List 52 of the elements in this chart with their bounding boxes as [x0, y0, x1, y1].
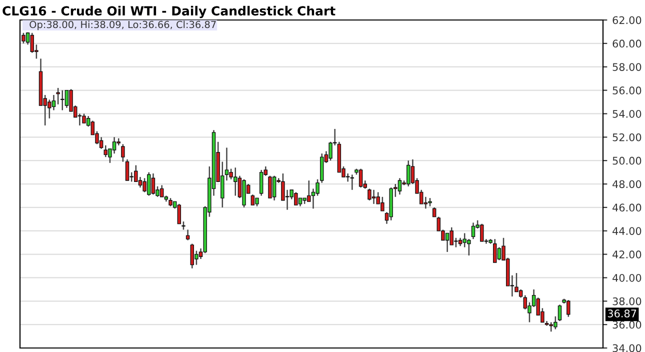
candlestick	[82, 113, 86, 124]
annotation: Op:38.00, Hi:38.09, Lo:36.66, Cl:36.87	[30, 20, 216, 30]
candlestick	[125, 158, 130, 182]
chart-title: CLG16 - Crude Oil WTI - Daily Candlestick Chart	[2, 6, 336, 18]
candlestick	[186, 229, 190, 241]
y-tick-label: 42.00	[612, 250, 642, 258]
candlestick	[424, 196, 428, 210]
candlestick	[268, 175, 272, 199]
y-tick-label: 56.00	[612, 86, 642, 94]
y-tick-label: 40.00	[612, 274, 642, 282]
candlestick	[177, 203, 182, 224]
candlestick	[358, 168, 363, 188]
candlestick	[320, 152, 324, 184]
candlestick	[56, 87, 60, 105]
candlestick	[523, 294, 528, 310]
candlestick	[372, 189, 376, 205]
candlestick	[52, 94, 56, 111]
candlestick	[99, 136, 104, 150]
candlestick	[151, 172, 156, 196]
y-tick-label: 36.00	[612, 320, 642, 329]
text: 36.87	[608, 310, 636, 318]
y-tick-label: 52.00	[612, 133, 642, 142]
candlestick	[250, 194, 255, 206]
y-tick-label: 58.00	[612, 63, 642, 71]
candlestick	[445, 232, 450, 253]
candlestick	[142, 178, 146, 193]
candlestick	[558, 304, 562, 322]
candlestick	[368, 188, 372, 202]
candlestick	[432, 206, 436, 218]
candlestick	[60, 90, 64, 111]
candlestick	[493, 238, 497, 264]
y-tick-label: 60.00	[612, 40, 642, 48]
candlestick	[259, 169, 264, 196]
candlestick	[471, 222, 476, 240]
candlestick	[121, 144, 125, 162]
y-tick-label: 38.00	[612, 297, 642, 306]
candlestick	[350, 174, 354, 190]
candlestick	[160, 184, 164, 198]
candlestick	[22, 32, 26, 44]
candlestick	[64, 90, 69, 108]
y-tick-label: 50.00	[612, 156, 642, 165]
candlestick	[346, 172, 350, 182]
candlestick	[112, 136, 116, 154]
y-tick-label: 46.00	[612, 204, 642, 212]
y-tick-label: 48.00	[612, 180, 642, 188]
candlestick	[497, 246, 502, 261]
y-tick-label: 62.00	[612, 16, 642, 24]
y-tick-label: 34.00	[612, 344, 642, 352]
candlestick	[272, 175, 276, 202]
candlestick	[398, 178, 402, 196]
y-tick-label: 54.00	[612, 110, 642, 118]
y-tick-label: 44.00	[612, 227, 642, 235]
